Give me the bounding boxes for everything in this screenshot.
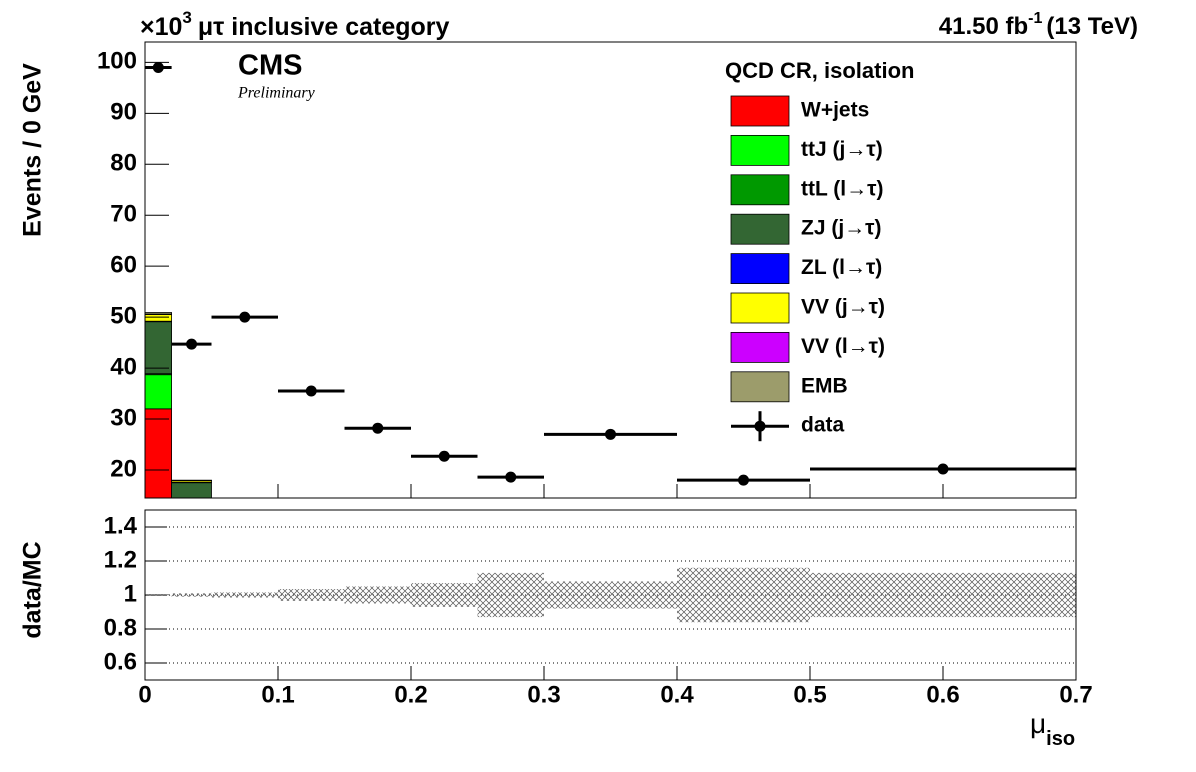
lumi-exp: -1 — [1028, 10, 1042, 27]
legend-swatch — [730, 134, 790, 166]
legend-title: QCD CR, isolation — [725, 58, 914, 83]
ratio-band — [278, 589, 345, 601]
ratio-y-axis-title: data/MC — [19, 541, 47, 638]
ratio-y-tick-label: 0.8 — [104, 614, 137, 641]
data-point — [305, 385, 317, 397]
legend-label: data — [801, 414, 845, 437]
y-tick-label: 90 — [110, 99, 137, 126]
x-tick-label: 0.4 — [660, 681, 694, 708]
legend-label: W+jets — [801, 99, 869, 122]
legend-swatch — [730, 253, 790, 285]
legend-label: ZJ (j→τ) — [801, 217, 882, 240]
data-point — [239, 311, 251, 323]
ratio-band — [477, 572, 544, 618]
y-axis-title: Events / 0 GeV — [19, 63, 47, 237]
legend-swatch — [730, 371, 790, 403]
cms-label: CMS — [238, 50, 302, 82]
stack-segment — [145, 374, 173, 410]
y-tick-label: 30 — [110, 404, 137, 431]
stack-segment — [145, 408, 173, 498]
ratio-band — [411, 583, 478, 607]
x-axis-title: μiso — [1030, 708, 1075, 750]
x-tick-label: 0.7 — [1059, 681, 1092, 708]
preliminary-label: Preliminary — [237, 85, 316, 102]
ratio-band — [544, 581, 677, 609]
legend-label: EMB — [801, 374, 848, 397]
ratio-band — [145, 594, 172, 596]
x-tick-label: 0.2 — [394, 681, 427, 708]
ratio-y-tick-label: 1 — [124, 580, 137, 607]
x-tick-label: 0.5 — [793, 681, 826, 708]
x-tick-label: 0.6 — [926, 681, 959, 708]
lower-frame — [144, 509, 1077, 681]
legend-swatch — [730, 331, 790, 363]
data-point — [152, 61, 164, 73]
data-point — [186, 338, 198, 350]
energy: (13 TeV) — [1046, 13, 1138, 40]
ratio-y-tick-label: 1.2 — [104, 546, 137, 573]
legend-label: ttJ (j→τ) — [801, 138, 883, 161]
ratio-band — [344, 586, 411, 604]
y-tick-label: 70 — [110, 201, 137, 228]
ratio-band — [810, 572, 1076, 618]
ratio-band — [211, 592, 278, 598]
legend-data-marker — [754, 420, 766, 432]
y-tick-label: 100 — [97, 48, 137, 75]
stack-segment — [145, 312, 173, 315]
legend-label: VV (l→τ) — [801, 335, 885, 358]
legend-swatch — [730, 292, 790, 324]
data-point — [505, 471, 517, 483]
exponent: 3 — [182, 8, 191, 27]
data-point — [605, 428, 616, 440]
x-tick-label: 0.1 — [261, 681, 294, 708]
data-point — [937, 463, 949, 475]
stack-segment — [145, 314, 173, 322]
x-tick-label: 0 — [138, 681, 151, 708]
data-point — [372, 422, 384, 434]
y-tick-label: 50 — [110, 302, 137, 329]
legend-label: ZL (l→τ) — [801, 256, 882, 279]
title-text: μτ inclusive category — [198, 13, 450, 41]
data-point — [438, 450, 450, 462]
data-point — [738, 474, 749, 486]
legend-label: ttL (l→τ) — [801, 177, 883, 200]
lumi: 41.50 fb — [939, 13, 1028, 40]
legend-swatch — [730, 95, 790, 127]
legend-swatch — [730, 174, 790, 206]
lumi-label: 41.50 fb-1 (13 TeV) — [939, 10, 1138, 40]
y-tick-label: 60 — [110, 252, 137, 279]
ratio-y-tick-label: 1.4 — [104, 512, 138, 539]
y-tick-label: 80 — [110, 150, 137, 177]
legend-swatch — [730, 213, 790, 245]
ratio-band — [171, 593, 212, 597]
y-tick-label: 40 — [110, 353, 137, 380]
ratio-y-tick-label: 0.6 — [104, 648, 137, 675]
x-label: μ — [1030, 708, 1046, 739]
ratio-band — [677, 567, 810, 623]
stack-group — [145, 312, 212, 498]
legend-label: VV (j→τ) — [801, 296, 885, 319]
y-tick-label: 20 — [110, 455, 137, 482]
stack-segment — [145, 321, 173, 375]
multiplier: ×10 — [140, 13, 182, 41]
upper-frame — [144, 41, 1077, 499]
x-label-sub: iso — [1046, 728, 1075, 750]
chart-title: ×103 μτ inclusive category — [140, 8, 450, 40]
x-tick-label: 0.3 — [527, 681, 560, 708]
